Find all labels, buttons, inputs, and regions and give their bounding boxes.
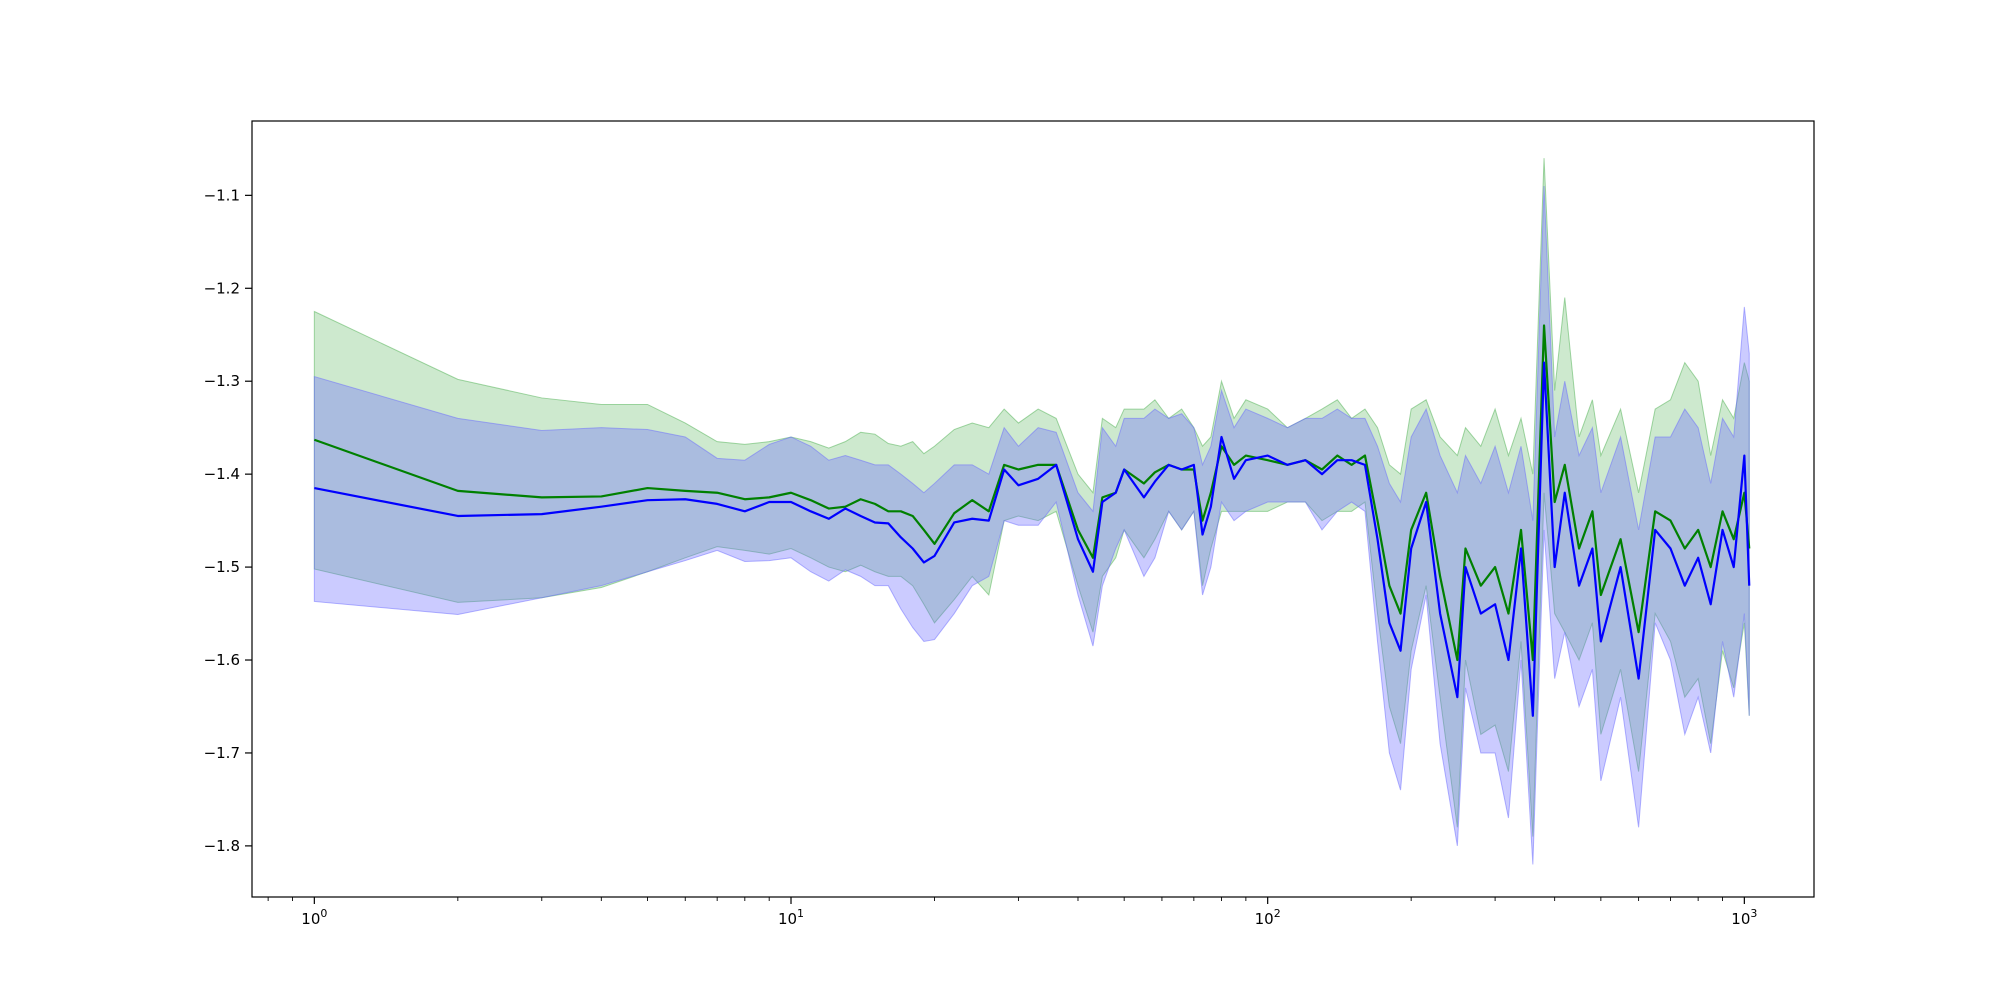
- y-tick-label-2: −1.3: [204, 372, 240, 390]
- y-tick-label-3: −1.4: [204, 465, 240, 483]
- x-tick-label-0: 100: [301, 907, 327, 928]
- x-tick-label-2: 102: [1255, 907, 1281, 928]
- y-tick-label-0: −1.1: [204, 186, 240, 204]
- x-tick-label-1: 101: [778, 907, 804, 928]
- series-1-line: [313, 324, 1751, 662]
- x-tick-label-3: 103: [1731, 907, 1757, 928]
- x-axis: 100 101 102 103: [267, 897, 1757, 928]
- y-tick-label-6: −1.7: [204, 744, 240, 762]
- series-2-band: [313, 186, 1750, 865]
- plot-area: [313, 158, 1751, 865]
- y-tick-label-4: −1.5: [204, 558, 240, 576]
- y-tick-label-5: −1.6: [204, 651, 240, 669]
- y-tick-label-1: −1.2: [204, 279, 240, 297]
- y-tick-label-7: −1.8: [204, 837, 240, 855]
- series-2-line: [314, 361, 1751, 717]
- y-axis: −1.1 −1.2 −1.3 −1.4 −1.5 −1.6 −1.7 −1.8: [204, 186, 252, 855]
- axes-frame: [251, 120, 1815, 898]
